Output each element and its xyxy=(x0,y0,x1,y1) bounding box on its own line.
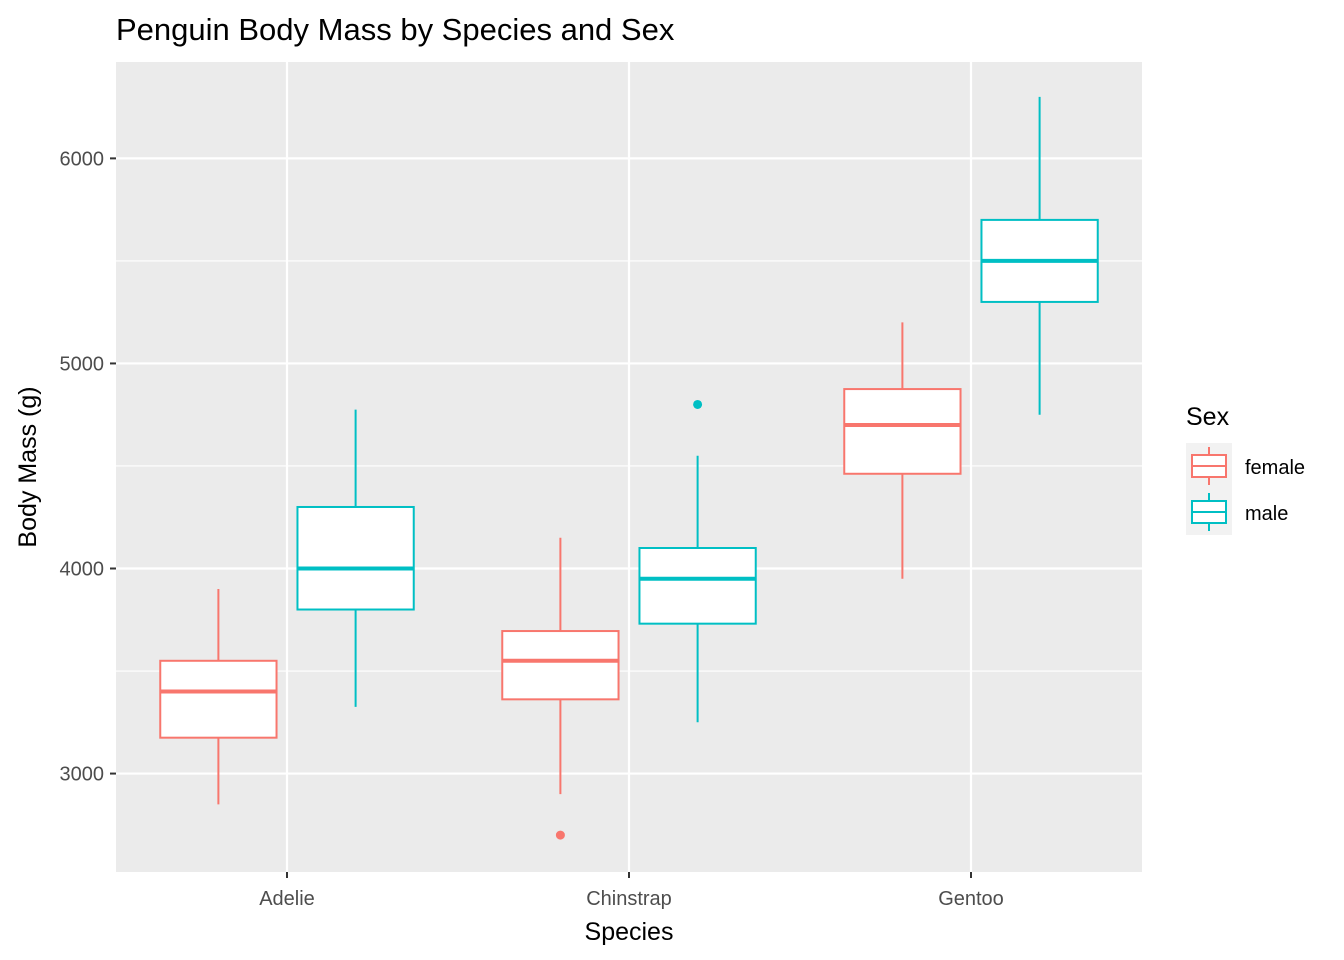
legend-title: Sex xyxy=(1186,403,1230,431)
x-tick-label: Adelie xyxy=(259,888,315,910)
outlier-point xyxy=(693,400,702,409)
y-axis-title: Body Mass (g) xyxy=(14,386,42,547)
chart-title: Penguin Body Mass by Species and Sex xyxy=(116,12,675,47)
y-axis: 3000 4000 5000 6000 xyxy=(60,148,117,785)
x-tick-label: Gentoo xyxy=(938,888,1004,910)
legend-item-female: female xyxy=(1186,443,1305,489)
y-tick-label: 5000 xyxy=(60,353,105,375)
legend-item-male: male xyxy=(1186,489,1288,535)
x-tick-label: Chinstrap xyxy=(586,888,672,910)
outlier-point xyxy=(556,831,565,840)
y-tick-label: 3000 xyxy=(60,764,105,786)
y-tick-label: 4000 xyxy=(60,559,105,581)
iqr-box xyxy=(844,389,960,474)
legend-label: male xyxy=(1245,503,1288,525)
iqr-box xyxy=(639,548,755,624)
iqr-box xyxy=(160,661,276,738)
iqr-box xyxy=(502,631,618,699)
legend: Sex female male xyxy=(1186,403,1305,535)
x-axis-title: Species xyxy=(585,918,674,946)
legend-label: female xyxy=(1245,457,1305,479)
iqr-box xyxy=(297,507,413,610)
x-axis: Adelie Chinstrap Gentoo xyxy=(259,872,1004,910)
y-tick-label: 6000 xyxy=(60,148,105,170)
